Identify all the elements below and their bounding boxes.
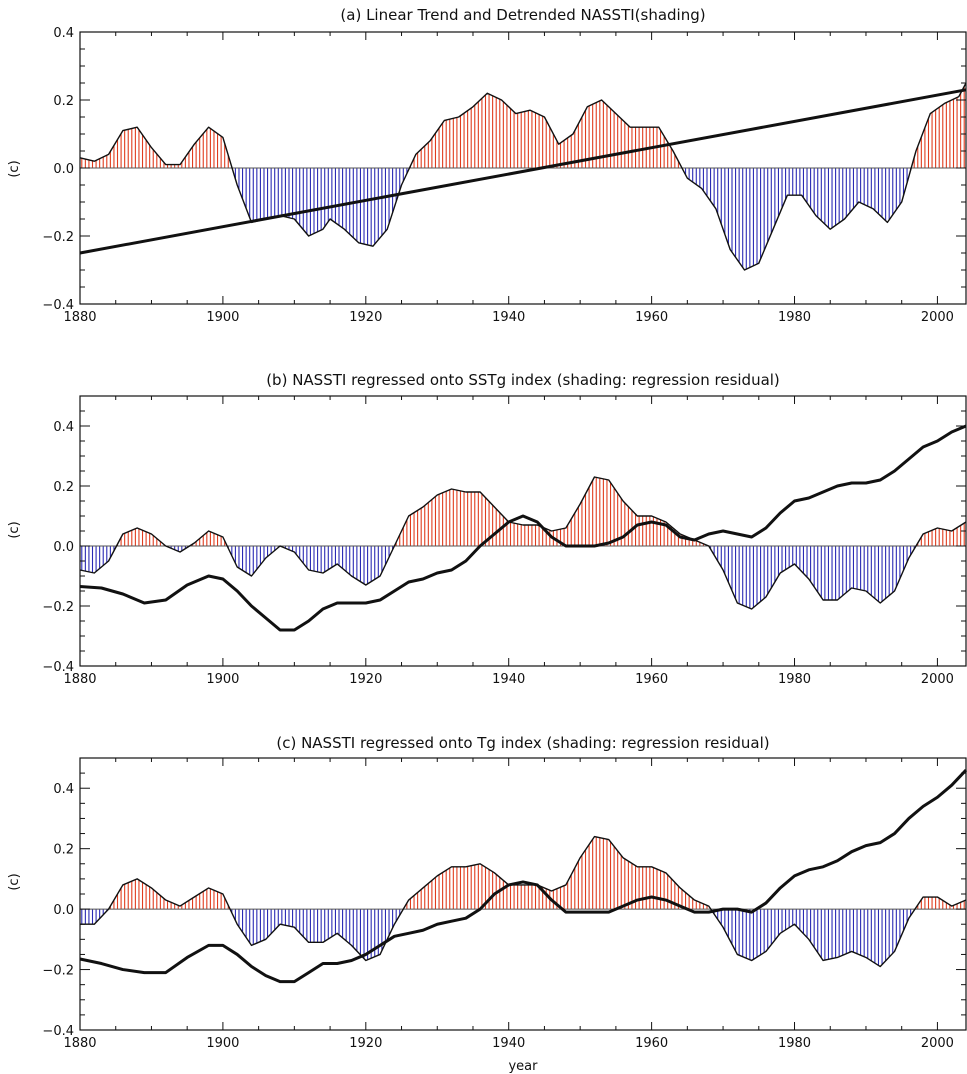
panel-b-x-tick-label: 1920	[349, 672, 382, 687]
panel-b-line	[79, 424, 967, 632]
panel-a-x-tick-label: 1900	[206, 310, 239, 325]
panel-c-x-tick-label: 1880	[63, 1036, 96, 1051]
panel-b-y-tick-label: 0.4	[53, 420, 74, 435]
panel-a-y-tick-label: 0.0	[53, 162, 74, 177]
panel-a-y-tick-label: 0.2	[53, 94, 74, 109]
panel-a-y-tick-label: −0.4	[42, 298, 74, 313]
panel-c-y-tick-label: −0.4	[42, 1024, 74, 1039]
panel-c-x-tick-label: 1960	[635, 1036, 668, 1051]
panel-c-y-tick-label: 0.0	[53, 903, 74, 918]
panel-c-frame	[79, 757, 967, 1031]
panel-a-x-tick-label: 2000	[921, 310, 954, 325]
panel-b-x-tick-label: 2000	[921, 672, 954, 687]
panel-a-x-tick-label: 1920	[349, 310, 382, 325]
panel-a-x-tick-label: 1880	[63, 310, 96, 325]
panel-b-residual-curve	[79, 476, 967, 610]
panel-a-ylabel: (c)	[7, 160, 22, 177]
panel-c: (c) NASSTI regressed onto Tg index (shad…	[7, 734, 967, 1074]
panel-a-line	[79, 88, 967, 255]
panel-c-x-tick-label: 1940	[492, 1036, 525, 1051]
panel-c-residual-curve	[80, 835, 967, 968]
panel-a-x-tick-label: 1960	[635, 310, 668, 325]
panel-c-x-tick-label: 1980	[778, 1036, 811, 1051]
panel-c-y-tick-label: 0.2	[53, 843, 74, 858]
panel-a-residual-curve	[79, 82, 967, 271]
panel-b-y-tick-label: 0.2	[53, 480, 74, 495]
panel-c-line	[79, 769, 967, 984]
panel-b-x-tick-label: 1960	[635, 672, 668, 687]
panel-a-title: (a) Linear Trend and Detrended NASSTI(sh…	[340, 6, 705, 24]
panel-c-title: (c) NASSTI regressed onto Tg index (shad…	[276, 734, 769, 752]
panel-c-y-tick-label: −0.2	[42, 964, 74, 979]
panel-b-x-tick-label: 1880	[63, 672, 96, 687]
panel-a: (a) Linear Trend and Detrended NASSTI(sh…	[7, 6, 967, 325]
panel-b-frame	[79, 395, 967, 667]
panel-b-y-tick-label: −0.2	[42, 600, 74, 615]
panel-a-shading	[81, 86, 965, 270]
panel-c-y-tick-label: 0.4	[53, 782, 74, 797]
panel-c-ylabel: (c)	[7, 873, 22, 890]
panel-b: (b) NASSTI regressed onto SSTg index (sh…	[7, 371, 967, 687]
panel-b-ylabel: (c)	[7, 521, 22, 538]
panel-c-x-tick-label: 1900	[206, 1036, 239, 1051]
panel-a-y-tick-label: −0.2	[42, 230, 74, 245]
panel-c-shading	[81, 836, 965, 966]
panel-a-x-tick-label: 1980	[778, 310, 811, 325]
panel-b-x-tick-label: 1900	[206, 672, 239, 687]
panel-b-y-tick-label: 0.0	[53, 540, 74, 555]
panel-b-shading	[81, 477, 965, 609]
panel-c-x-tick-label: 1920	[349, 1036, 382, 1051]
panel-b-x-tick-label: 1940	[492, 672, 525, 687]
panel-c-x-tick-label: 2000	[921, 1036, 954, 1051]
panel-b-y-tick-label: −0.4	[42, 660, 74, 675]
panel-b-title: (b) NASSTI regressed onto SSTg index (sh…	[266, 371, 780, 389]
panel-b-x-tick-label: 1980	[778, 672, 811, 687]
panel-a-y-tick-label: 0.4	[53, 26, 74, 41]
panel-c-xlabel: year	[508, 1059, 538, 1074]
panel-a-x-tick-label: 1940	[492, 310, 525, 325]
